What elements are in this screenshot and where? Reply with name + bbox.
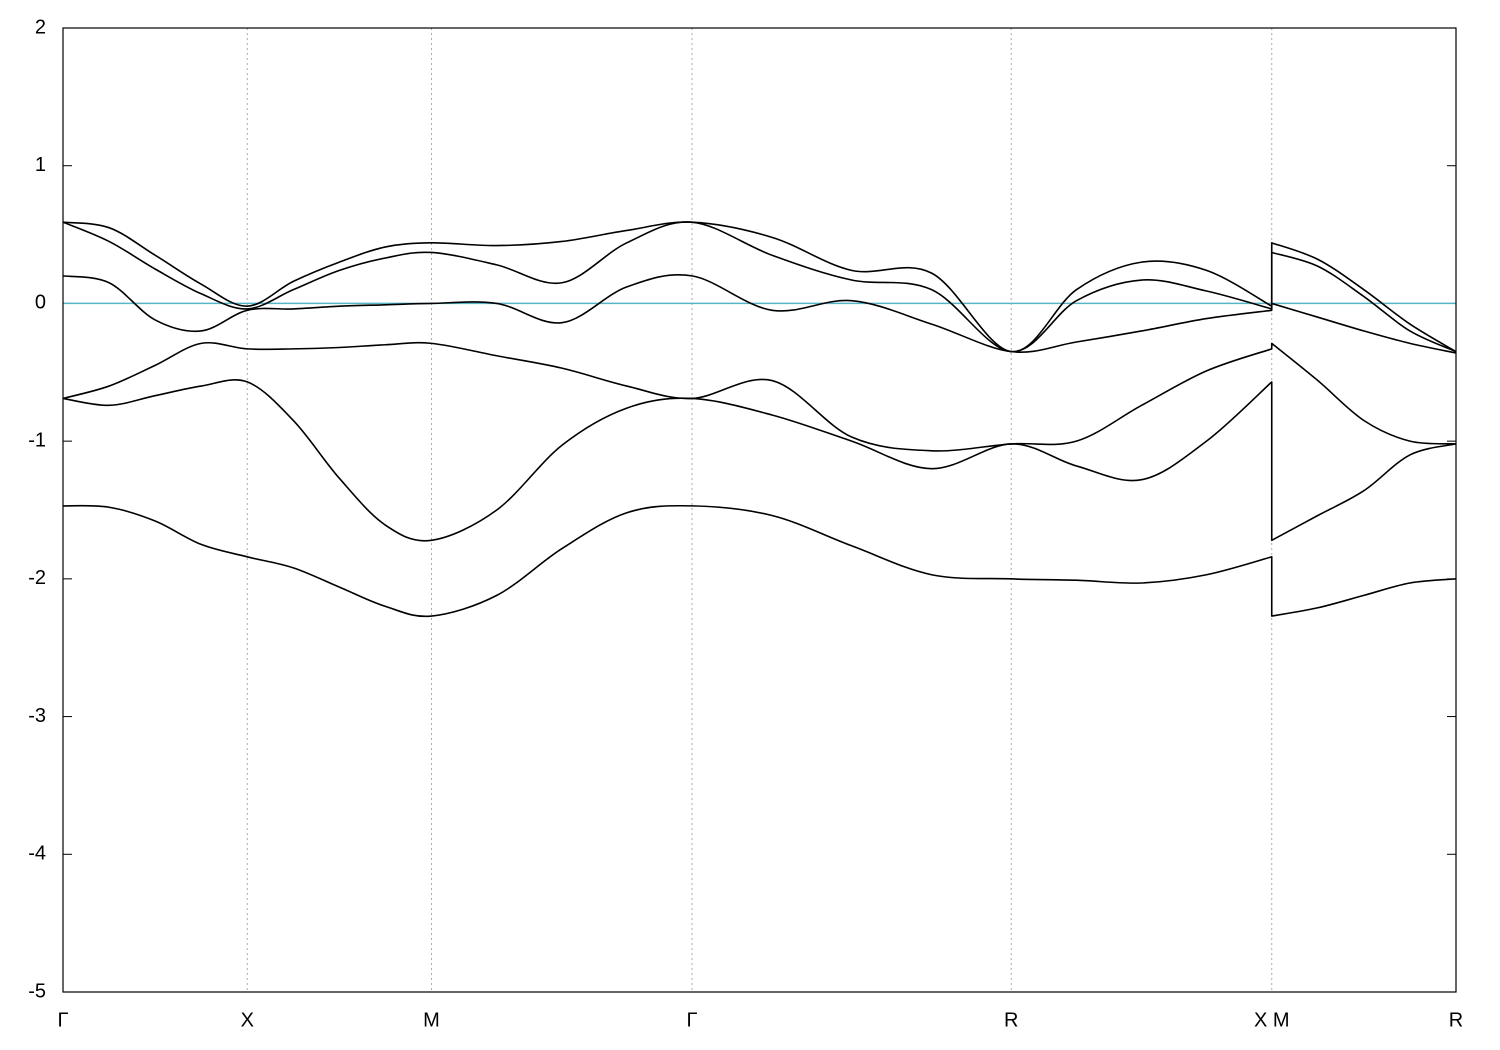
y-tick-label: -1 xyxy=(28,429,46,451)
x-tick-label: X xyxy=(241,1009,254,1031)
y-tick-label: 2 xyxy=(35,16,46,38)
plot-frame xyxy=(62,27,1457,993)
band-line xyxy=(62,379,1457,542)
band-line xyxy=(62,341,1457,452)
y-tick-label: 0 xyxy=(35,292,46,314)
band-line xyxy=(62,221,1457,353)
x-tick-label: X M xyxy=(1254,1009,1290,1031)
band-line xyxy=(62,504,1457,618)
x-tick-label: Γ xyxy=(57,1009,68,1031)
x-tick-label: R xyxy=(1449,1009,1463,1031)
band-line xyxy=(62,221,1457,353)
y-tick-label: 1 xyxy=(35,154,46,176)
x-tick-label: M xyxy=(423,1009,440,1031)
x-tick-label: R xyxy=(1004,1009,1018,1031)
x-tick-label: Γ xyxy=(687,1009,698,1031)
y-tick-label: -5 xyxy=(28,980,46,1002)
y-tick-label: -3 xyxy=(28,705,46,727)
y-tick-label: -4 xyxy=(28,843,46,865)
band-line xyxy=(62,274,1457,354)
y-tick-label: -2 xyxy=(28,567,46,589)
